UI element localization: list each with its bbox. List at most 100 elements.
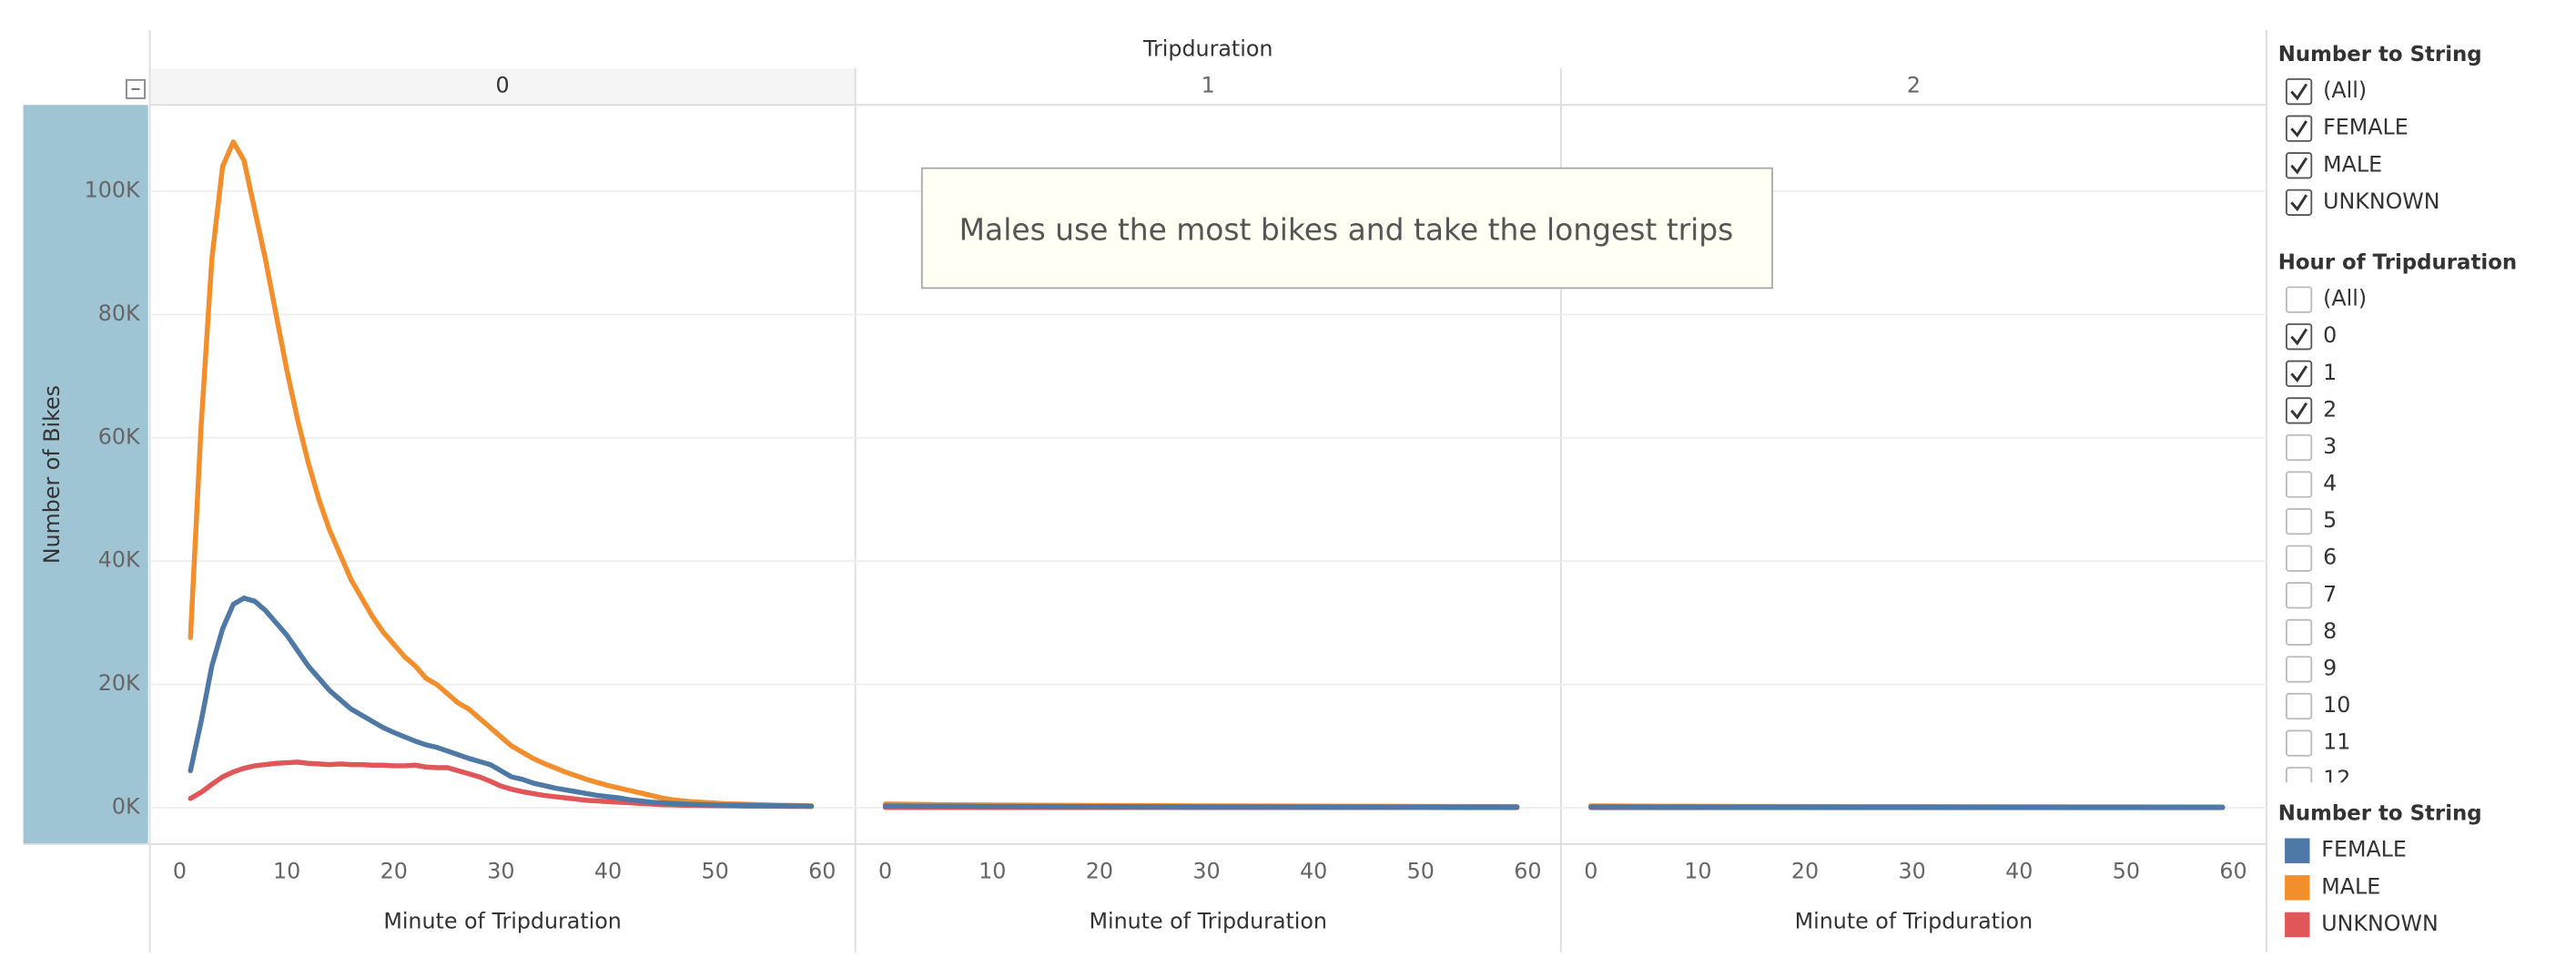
legend-title: Number to String (2278, 802, 2482, 826)
filter-title: Number to String (2278, 43, 2482, 66)
filter-item[interactable]: 6 (2323, 545, 2337, 570)
filter-item[interactable]: (All) (2323, 77, 2367, 103)
x-axis-title: Minute of Tripduration (1795, 908, 2033, 933)
series-line (188, 596, 815, 809)
checkbox[interactable] (2285, 360, 2313, 387)
checkbox[interactable] (2285, 545, 2313, 572)
y-axis-header (23, 105, 148, 844)
legend-label: UNKNOWN (2321, 911, 2438, 936)
filter-item[interactable]: 7 (2323, 581, 2337, 606)
checkbox[interactable] (2285, 618, 2313, 646)
checkmark (2290, 365, 2308, 383)
checkbox[interactable] (2285, 152, 2313, 179)
filter-item[interactable]: 0 (2323, 322, 2337, 348)
checkbox[interactable] (2285, 471, 2313, 498)
x-tick-label: 60 (1514, 858, 1541, 883)
checkbox[interactable] (2285, 286, 2313, 313)
checkbox[interactable] (2285, 77, 2313, 106)
series-line (1588, 804, 2226, 810)
y-tick-label: 60K (98, 423, 141, 449)
x-tick-label: 50 (2113, 858, 2140, 883)
column-title: Tripduration (1142, 36, 1273, 61)
x-tick-label: 0 (173, 858, 187, 883)
x-tick-label: 0 (1584, 858, 1597, 883)
y-tick-label: 40K (98, 547, 141, 573)
y-tick-label: 0K (112, 793, 141, 819)
x-tick-label: 50 (701, 858, 728, 883)
annotation: Males use the most bikes and take the lo… (959, 212, 1734, 248)
checkbox[interactable] (2285, 767, 2313, 792)
filter-list: (All) FEMALE MALE UNKNOWN (2285, 77, 2440, 216)
filter-item[interactable]: 3 (2323, 433, 2337, 459)
filter-item[interactable]: 5 (2323, 507, 2337, 533)
x-tick-label: 20 (1791, 858, 1819, 883)
x-tick-label: 40 (2005, 858, 2033, 883)
x-tick-label: 40 (1300, 858, 1327, 883)
panel-header: 1 (1202, 73, 1215, 98)
filter-item[interactable]: 2 (2323, 396, 2337, 422)
filter-item[interactable]: 9 (2323, 655, 2337, 680)
panel-header: 0 (496, 73, 510, 98)
filter-item[interactable]: 4 (2323, 471, 2337, 496)
checkbox[interactable] (2285, 729, 2313, 757)
x-tick-label: 60 (808, 858, 836, 883)
x-tick-label: 10 (273, 858, 300, 883)
x-tick-label: 50 (1407, 858, 1435, 883)
filter-item[interactable]: FEMALE (2323, 115, 2409, 140)
x-tick-label: 30 (1899, 858, 1926, 883)
x-tick-label: 10 (979, 858, 1006, 883)
filter-item[interactable]: 8 (2323, 618, 2337, 644)
filter-item[interactable]: 10 (2323, 692, 2350, 718)
checkbox[interactable] (2285, 582, 2313, 609)
filter-item[interactable]: 12 (2323, 766, 2350, 791)
checkbox[interactable] (2285, 323, 2313, 351)
panel-header: 2 (1907, 73, 1921, 98)
series-line (882, 803, 1520, 810)
x-tick-label: 60 (2219, 858, 2246, 883)
legend-label: FEMALE (2321, 837, 2407, 862)
checkmark (2290, 328, 2308, 346)
y-tick-label: 100K (85, 177, 141, 202)
x-axis-title: Minute of Tripduration (383, 908, 622, 933)
x-tick-label: 20 (1086, 858, 1113, 883)
y-tick-label: 20K (98, 670, 141, 696)
checkbox[interactable] (2285, 507, 2313, 535)
legend-swatch (2285, 912, 2310, 938)
x-tick-label: 30 (1192, 858, 1220, 883)
y-tick-label: 80K (98, 301, 141, 326)
filter-title: Hour of Tripduration (2278, 250, 2517, 274)
legend-swatch (2285, 838, 2310, 863)
x-axis-title: Minute of Tripduration (1089, 908, 1327, 933)
filter-item[interactable]: 11 (2323, 729, 2350, 755)
annotation-box (920, 167, 1773, 290)
checkbox[interactable] (2285, 189, 2313, 216)
checkmark (2290, 402, 2308, 420)
filter-item[interactable]: (All) (2323, 286, 2367, 311)
legend-label: MALE (2321, 873, 2380, 899)
checkbox[interactable] (2285, 656, 2313, 683)
checkmark (2290, 157, 2308, 175)
side-panel: Number to String (All) FEMALE MALE UNKNOWN Ho… (2278, 43, 2517, 938)
legend-swatch (2285, 875, 2310, 901)
x-tick-label: 0 (878, 858, 892, 883)
filter-item[interactable]: MALE (2323, 151, 2382, 177)
filter-item[interactable]: 1 (2323, 360, 2337, 385)
checkbox[interactable] (2285, 433, 2313, 462)
x-tick-label: 30 (487, 858, 514, 883)
y-axis-title: Number of Bikes (39, 385, 65, 564)
checkbox[interactable] (2285, 115, 2313, 142)
checkbox[interactable] (2285, 397, 2313, 424)
x-tick-label: 20 (380, 858, 408, 883)
filter-item[interactable]: UNKNOWN (2323, 189, 2439, 214)
panel-header-bg (149, 67, 856, 106)
checkmark (2290, 194, 2308, 212)
checkmark (2290, 120, 2308, 138)
checkbox[interactable] (2285, 692, 2313, 720)
x-tick-label: 10 (1684, 858, 1711, 883)
checkmark (2290, 83, 2308, 101)
x-tick-label: 40 (594, 858, 622, 883)
